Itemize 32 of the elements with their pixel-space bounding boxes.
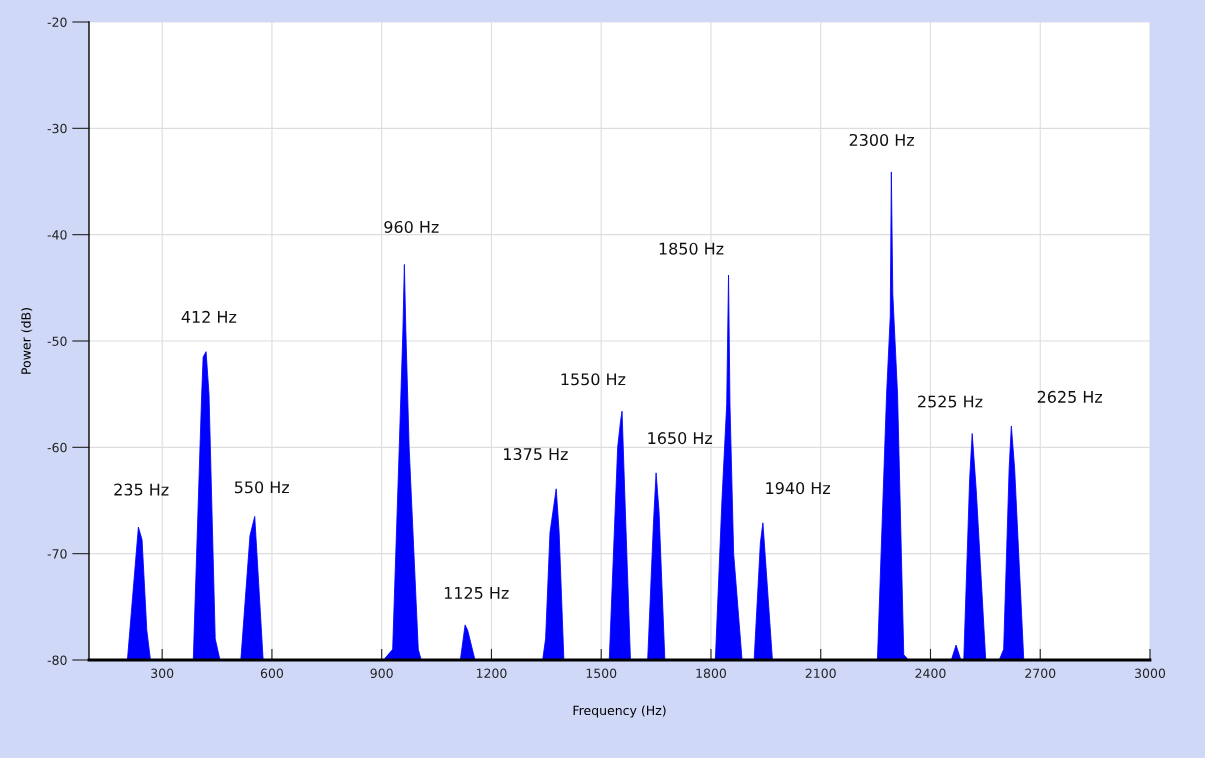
annotation: 412 Hz: [181, 310, 237, 323]
annotation: 1650 Hz: [648, 432, 713, 445]
x-tick-label: 1500: [586, 668, 617, 679]
x-tick-label: 2700: [1025, 668, 1056, 679]
annotation: 2525 Hz: [918, 395, 983, 408]
x-tick-label: 2400: [915, 668, 946, 679]
annotation: 2300 Hz: [849, 133, 914, 147]
annotation: 1375 Hz: [504, 448, 568, 461]
annotation: 1550 Hz: [561, 373, 626, 386]
x-tick-label: 300: [151, 668, 174, 679]
annotation: 960 Hz: [384, 220, 439, 233]
y-tick-label: -80: [47, 655, 67, 665]
y-tick-label: -30: [47, 123, 67, 134]
y-tick-label: -50: [47, 336, 67, 346]
x-tick-label: 1800: [696, 668, 727, 679]
x-tick-label: 3000: [1135, 668, 1166, 679]
annotation: 2625 Hz: [1037, 390, 1103, 403]
y-tick-label: -20: [47, 17, 67, 27]
annotation: 1125 Hz: [444, 586, 509, 599]
annotation: 550 Hz: [234, 481, 289, 494]
x-tick-label: 900: [370, 668, 393, 679]
y-axis-title: Power (dB): [21, 308, 33, 374]
annotation: 235 Hz: [114, 483, 169, 496]
x-tick-label: 600: [260, 668, 284, 679]
y-tick-label: -40: [47, 230, 67, 240]
x-tick-label: 1200: [476, 668, 507, 679]
x-tick-label: 2100: [805, 668, 836, 679]
y-tick-label: -70: [47, 549, 67, 559]
annotation: 1940 Hz: [766, 482, 831, 495]
x-axis-title: Frequency (Hz): [573, 705, 666, 718]
y-tick-label: -60: [47, 442, 67, 453]
annotation: 1850 Hz: [659, 242, 724, 255]
